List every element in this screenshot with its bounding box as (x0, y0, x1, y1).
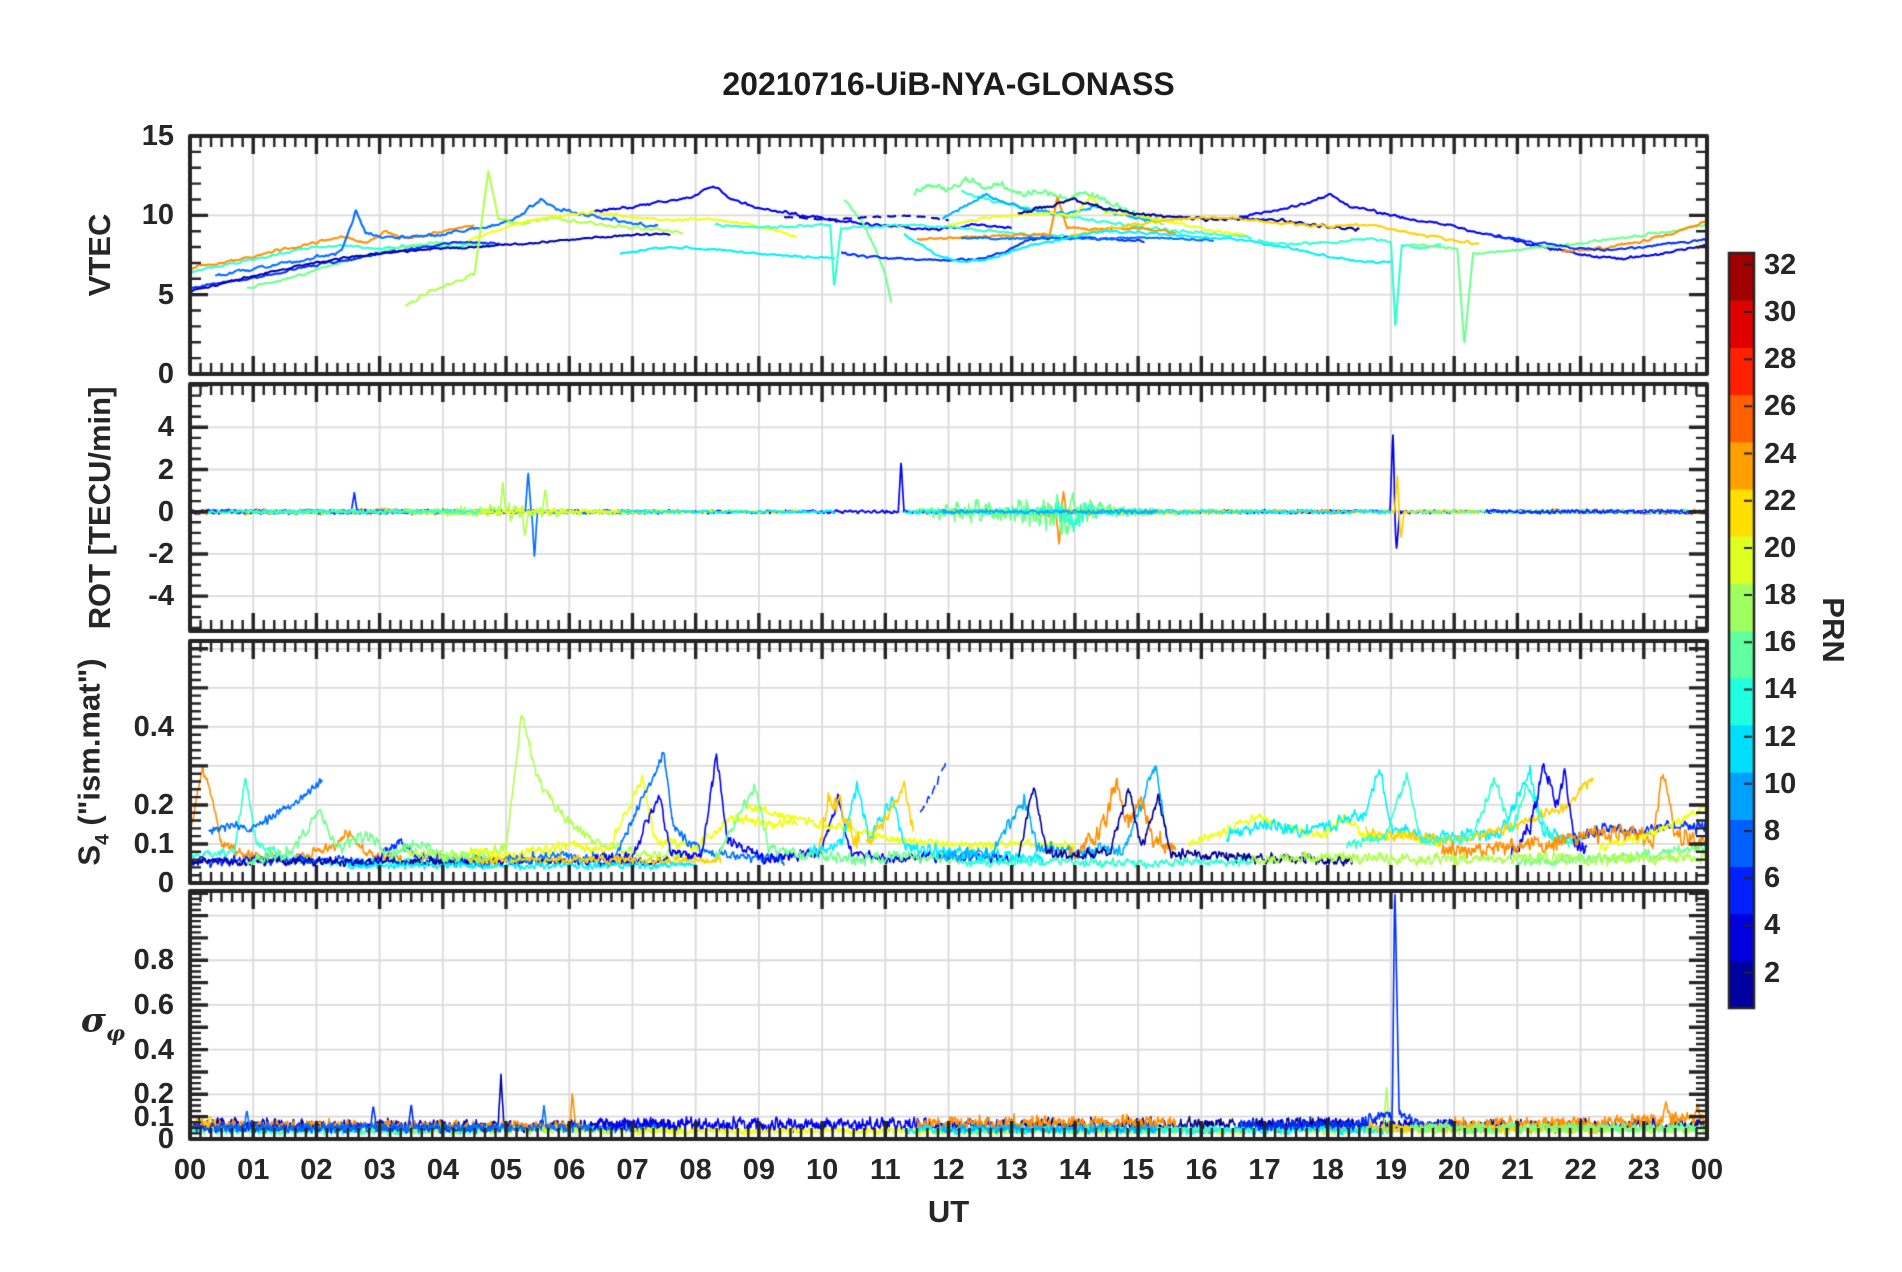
tick-label: 21 (1501, 1154, 1534, 1186)
rot-panel (0, 378, 1902, 637)
tick-label: 10 (1764, 767, 1797, 800)
tick-label: -2 (148, 537, 174, 570)
tick-label: 0.4 (133, 1033, 174, 1066)
tick-label: 08 (679, 1154, 712, 1186)
tick-label: 23 (1627, 1154, 1660, 1186)
tick-label: 00 (1690, 1154, 1724, 1186)
tick-label: 04 (426, 1154, 459, 1186)
tick-label: 16 (1764, 626, 1797, 659)
tick-label: 06 (553, 1154, 586, 1186)
tick-label: 14 (1764, 673, 1797, 706)
tick-label: 09 (742, 1154, 775, 1186)
tick-label: 4 (1764, 909, 1781, 942)
tick-label: 15 (141, 120, 174, 152)
tick-label: 07 (616, 1154, 649, 1186)
tick-label: 28 (1764, 343, 1797, 376)
sigma-phi-axis-label: σφ (80, 1000, 126, 1046)
tick-label: 13 (995, 1154, 1028, 1186)
x-axis-label: UT (927, 1194, 970, 1229)
tick-label: 26 (1764, 390, 1797, 423)
tick-label: 12 (1764, 720, 1797, 753)
tick-label: 0 (157, 495, 174, 528)
tick-label: 10 (805, 1154, 839, 1186)
tick-label: 03 (363, 1154, 396, 1186)
tick-label: 0.8 (133, 944, 174, 977)
tick-label: 8 (1764, 815, 1781, 848)
tick-label: 00 (173, 1154, 207, 1186)
tick-label: 32 (1764, 248, 1797, 281)
tick-label: 0 (157, 358, 174, 390)
tick-label: 2 (1764, 956, 1781, 989)
tick-label: 0.1 (133, 1100, 174, 1133)
vtec-panel (0, 130, 1902, 380)
tick-label: 0.2 (133, 788, 174, 821)
tick-label: 05 (489, 1154, 523, 1186)
tick-label: 11 (869, 1154, 901, 1186)
tick-label: 6 (1764, 862, 1781, 895)
tick-label: 0 (157, 1123, 174, 1155)
tick-label: 2 (157, 453, 174, 486)
tick-label: 02 (300, 1154, 333, 1186)
colorbar (1716, 240, 1776, 1030)
tick-label: 24 (1764, 437, 1797, 470)
tick-label: 0.4 (133, 710, 174, 743)
tick-label: 22 (1564, 1154, 1597, 1186)
tick-label: 16 (1185, 1154, 1218, 1186)
tick-label: 15 (1121, 1154, 1155, 1186)
tick-label: 18 (1311, 1154, 1344, 1186)
tick-label: 5 (157, 278, 174, 311)
tick-label: 14 (1058, 1154, 1092, 1186)
colorbar-label: PRN (1816, 597, 1851, 663)
tick-label: 0.6 (133, 988, 174, 1021)
tick-label: 01 (237, 1154, 270, 1186)
tick-label: 19 (1374, 1154, 1408, 1186)
tick-label: 17 (1248, 1154, 1281, 1186)
tick-label: 10 (141, 199, 174, 232)
chart-title: 20210716-UiB-NYA-GLONASS (722, 66, 1175, 102)
tick-label: 12 (932, 1154, 965, 1186)
tick-label: 30 (1764, 295, 1797, 328)
tick-label: 20 (1438, 1154, 1471, 1186)
sigma-phi-panel (0, 885, 1902, 1145)
tick-label: 22 (1764, 484, 1797, 517)
tick-label: 0.1 (133, 827, 174, 860)
tick-label: 18 (1764, 579, 1797, 612)
tick-label: 0.2 (133, 1078, 174, 1111)
tick-label: -4 (148, 580, 174, 613)
tick-label: 4 (157, 411, 174, 444)
s4-panel (0, 635, 1902, 889)
tick-label: 0 (157, 867, 174, 899)
tick-label: 20 (1764, 531, 1797, 564)
